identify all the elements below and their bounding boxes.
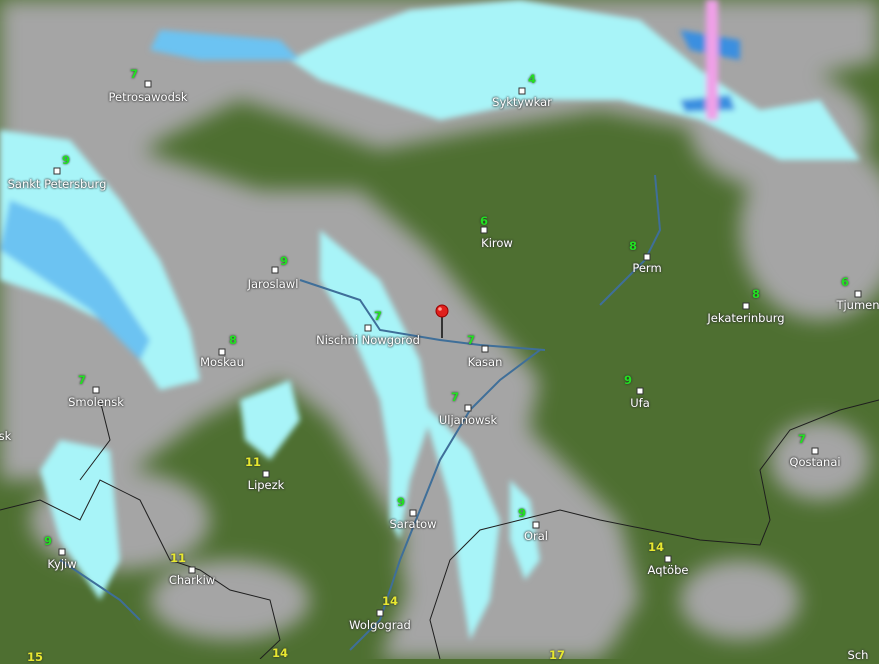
city-marker-icon[interactable] bbox=[218, 348, 226, 356]
temperature-label: 9 bbox=[517, 506, 527, 520]
city-label: Jekaterinburg bbox=[707, 311, 785, 325]
city-label: Kirow bbox=[481, 236, 513, 250]
temperature-label: 11 bbox=[244, 455, 262, 469]
city-marker-icon[interactable] bbox=[53, 167, 61, 175]
rain-layer bbox=[0, 0, 860, 640]
city-marker-icon[interactable] bbox=[811, 447, 819, 455]
city-marker-icon[interactable] bbox=[636, 387, 644, 395]
city-label: Tjumen bbox=[836, 298, 879, 312]
city-label: Aqtöbe bbox=[647, 563, 689, 577]
city-label: Nischni Nowgorod bbox=[316, 333, 420, 347]
city-marker-icon[interactable] bbox=[58, 548, 66, 556]
city-label: Moskau bbox=[200, 355, 244, 369]
temperature-label: 7 bbox=[797, 432, 807, 446]
borders bbox=[0, 399, 879, 659]
city-marker-icon[interactable] bbox=[481, 345, 489, 353]
city-label: Oral bbox=[523, 529, 549, 543]
temperature-label: 8 bbox=[751, 287, 761, 301]
city-label: Jaroslawl bbox=[247, 277, 299, 291]
city-marker-icon[interactable] bbox=[262, 470, 270, 478]
city-label: Petrosawodsk bbox=[108, 90, 188, 104]
temperature-label: 8 bbox=[228, 333, 238, 347]
city-marker-icon[interactable] bbox=[643, 253, 651, 261]
city-label: Saratow bbox=[389, 517, 437, 531]
temperature-label: 6 bbox=[840, 275, 850, 289]
city-marker-icon[interactable] bbox=[409, 509, 417, 517]
temperature-label: 7 bbox=[373, 309, 383, 323]
city-marker-icon[interactable] bbox=[518, 87, 526, 95]
temperature-label: 6 bbox=[479, 214, 489, 228]
temperature-label: 7 bbox=[450, 390, 460, 404]
temperature-label: 17 bbox=[548, 648, 566, 662]
temperature-label: 9 bbox=[61, 153, 71, 167]
city-marker-icon[interactable] bbox=[480, 226, 488, 234]
city-label: Charkiw bbox=[168, 573, 216, 587]
city-label: sk bbox=[0, 429, 12, 443]
city-label: Qostanai bbox=[789, 455, 841, 469]
city-marker-icon[interactable] bbox=[376, 609, 384, 617]
city-marker-icon[interactable] bbox=[854, 290, 862, 298]
temperature-label: 7 bbox=[466, 333, 476, 347]
city-label: Lipezk bbox=[247, 478, 285, 492]
temperature-label: 14 bbox=[381, 594, 399, 608]
temperature-label: 9 bbox=[279, 254, 289, 268]
city-label: Syktywkar bbox=[492, 95, 552, 109]
temperature-label: 8 bbox=[628, 239, 638, 253]
temperature-label: 9 bbox=[623, 373, 633, 387]
city-marker-icon[interactable] bbox=[144, 80, 152, 88]
temperature-label: 9 bbox=[396, 495, 406, 509]
city-label: Wolgograd bbox=[349, 618, 411, 632]
map-pin-icon[interactable] bbox=[435, 304, 449, 338]
city-marker-icon[interactable] bbox=[464, 404, 472, 412]
city-label: Kyjiw bbox=[47, 557, 77, 571]
city-marker-icon[interactable] bbox=[742, 302, 750, 310]
temperature-label: 15 bbox=[26, 650, 44, 664]
city-marker-icon[interactable] bbox=[364, 324, 372, 332]
city-label: Sankt Petersburg bbox=[7, 177, 107, 191]
city-label: Ufa bbox=[630, 396, 650, 410]
temperature-label: 11 bbox=[169, 551, 187, 565]
temperature-label: 14 bbox=[271, 646, 289, 660]
city-label: Kasan bbox=[467, 355, 503, 369]
temperature-label: 7 bbox=[129, 67, 139, 81]
temperature-label: 9 bbox=[43, 534, 53, 548]
city-marker-icon[interactable] bbox=[532, 521, 540, 529]
city-marker-icon[interactable] bbox=[92, 386, 100, 394]
city-marker-icon[interactable] bbox=[188, 566, 196, 574]
city-label: Sch bbox=[847, 648, 869, 662]
city-label: Uljanowsk bbox=[438, 413, 498, 427]
temperature-label: 14 bbox=[647, 540, 665, 554]
temperature-label: 7 bbox=[77, 373, 87, 387]
temperature-label: 4 bbox=[527, 72, 537, 86]
city-marker-icon[interactable] bbox=[271, 266, 279, 274]
city-marker-icon[interactable] bbox=[664, 555, 672, 563]
city-label: Smolensk bbox=[68, 395, 124, 409]
city-label: Perm bbox=[632, 261, 662, 275]
